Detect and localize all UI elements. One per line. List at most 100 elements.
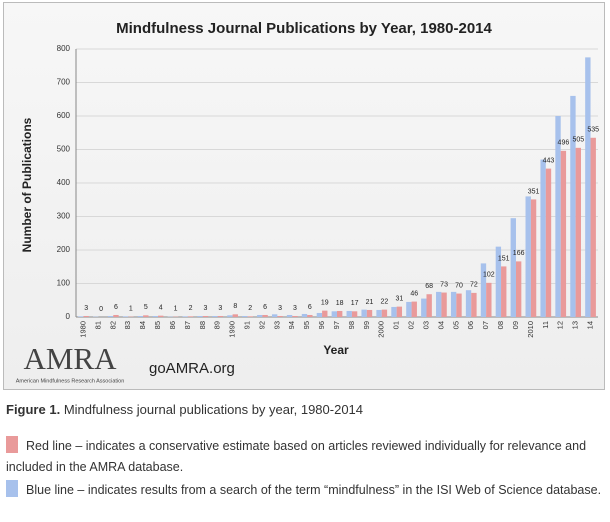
chart-frame: Mindfulness Journal Publications by Year… <box>3 2 605 390</box>
data-label: 4 <box>159 305 163 312</box>
bar <box>396 306 403 317</box>
data-label: 496 <box>558 140 570 147</box>
bar <box>83 315 89 317</box>
x-tick-label: 03 <box>421 321 430 329</box>
bar <box>391 306 397 317</box>
x-tick-label: 91 <box>242 321 251 329</box>
bar <box>495 246 502 317</box>
x-tick-label: 05 <box>451 321 460 329</box>
data-label: 0 <box>99 306 103 313</box>
data-label: 70 <box>455 282 463 289</box>
bar <box>78 316 84 317</box>
data-label: 72 <box>470 282 478 289</box>
bar <box>271 314 278 317</box>
data-label: 73 <box>440 281 448 288</box>
bar <box>277 315 283 317</box>
x-tick-label: 06 <box>466 321 475 329</box>
bar <box>570 95 576 318</box>
x-tick-label: 85 <box>153 321 162 329</box>
bar <box>450 291 457 317</box>
data-label: 3 <box>218 305 222 312</box>
bar <box>381 309 388 317</box>
note-text: Blue line – indicates results from a sea… <box>26 483 602 497</box>
data-label: 535 <box>587 127 599 134</box>
bar <box>122 316 129 317</box>
note: Red line – indicates a conservative esti… <box>6 436 604 478</box>
bar <box>242 315 248 317</box>
data-label: 18 <box>336 300 344 307</box>
bar <box>217 315 224 317</box>
data-label: 68 <box>425 283 433 290</box>
x-tick-label: 08 <box>496 321 505 329</box>
bar <box>376 309 382 317</box>
bar <box>525 196 531 317</box>
y-tick-label: 500 <box>57 145 71 154</box>
data-label: 3 <box>84 305 88 312</box>
bar <box>545 168 552 317</box>
y-tick-label: 600 <box>57 111 71 120</box>
chart: Mindfulness Journal Publications by Year… <box>16 20 599 384</box>
data-label: 3 <box>278 305 282 312</box>
bar <box>113 314 119 317</box>
bar <box>143 315 149 317</box>
bar <box>187 316 194 317</box>
x-tick-label: 04 <box>436 321 445 329</box>
x-tick-label: 09 <box>511 321 520 329</box>
data-label: 166 <box>513 250 525 257</box>
x-tick-label: 98 <box>347 321 356 329</box>
bar <box>202 315 209 317</box>
caption: Figure 1. Mindfulness journal publicatio… <box>6 402 363 417</box>
bar <box>530 199 537 317</box>
x-tick-label: 1980 <box>78 321 87 338</box>
bar <box>346 310 352 317</box>
note-swatch <box>6 436 18 453</box>
y-tick-label: 300 <box>57 212 71 221</box>
bar <box>555 116 561 317</box>
data-label: 17 <box>351 300 359 307</box>
x-tick-label: 82 <box>108 321 117 329</box>
bar <box>501 266 507 317</box>
data-label: 1 <box>174 306 178 313</box>
bar <box>560 150 567 317</box>
bar <box>515 261 522 317</box>
bar <box>465 290 472 317</box>
x-tick-label: 1990 <box>228 321 237 338</box>
bar <box>286 314 293 317</box>
x-tick-label: 96 <box>317 321 326 329</box>
x-tick-label: 94 <box>287 321 296 329</box>
bar <box>316 312 323 317</box>
bar <box>471 292 477 317</box>
data-label: 22 <box>381 298 389 305</box>
y-tick-label: 700 <box>57 78 71 87</box>
url: goAMRA.org <box>149 360 235 377</box>
x-tick-label: 83 <box>123 321 132 329</box>
data-label: 3 <box>293 305 297 312</box>
x-tick-label: 97 <box>332 321 341 329</box>
x-tick-label: 86 <box>168 321 177 329</box>
x-tick-label: 81 <box>93 321 102 329</box>
x-tick-label: 13 <box>571 321 580 329</box>
bar <box>152 315 159 317</box>
x-tick-label: 99 <box>362 321 371 329</box>
data-label: 6 <box>308 304 312 311</box>
bar <box>232 314 238 317</box>
x-tick-label: 11 <box>541 321 550 329</box>
bar <box>351 311 358 317</box>
x-tick-label: 84 <box>138 321 147 329</box>
bar <box>456 293 462 317</box>
note-text: Red line – indicates a conservative esti… <box>6 439 587 474</box>
data-label: 5 <box>144 304 148 311</box>
bar <box>441 292 447 317</box>
bar <box>227 315 233 317</box>
bar <box>436 291 442 317</box>
bar <box>107 315 114 317</box>
x-tick-label: 14 <box>586 321 595 329</box>
y-tick-label: 200 <box>57 245 71 254</box>
y-tick-label: 800 <box>57 44 71 53</box>
y-tick-label: 100 <box>57 279 71 288</box>
data-label: 505 <box>572 137 584 144</box>
x-tick-label: 2010 <box>526 321 535 338</box>
x-tick-label: 07 <box>481 321 490 329</box>
bar <box>585 57 591 317</box>
